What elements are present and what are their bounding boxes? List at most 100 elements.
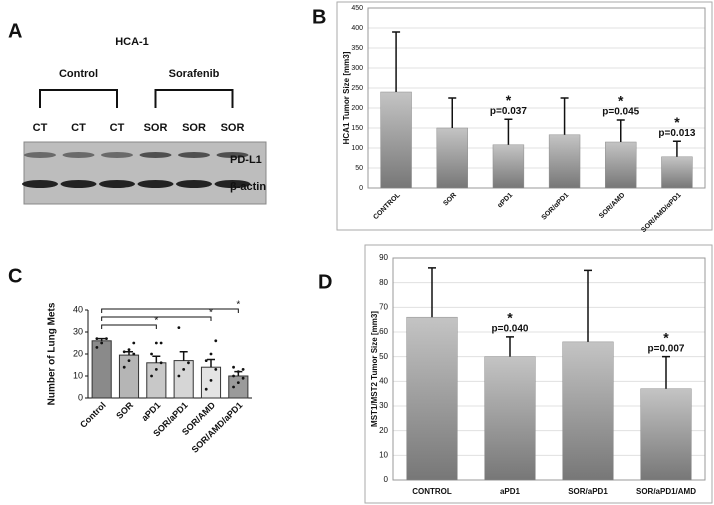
data-point	[154, 341, 158, 345]
error-bar	[662, 355, 670, 389]
panel-letter: A	[8, 20, 22, 42]
data-point	[159, 361, 163, 365]
group-bracket	[39, 89, 118, 108]
y-tick-label: 200	[351, 105, 363, 112]
error-bar	[672, 140, 681, 157]
bar	[605, 141, 637, 189]
band	[62, 152, 95, 158]
y-tick-label: 0	[78, 392, 83, 402]
lane-label: SOR	[144, 122, 168, 134]
significance-star: *	[506, 92, 512, 108]
data-point	[127, 359, 131, 362]
data-point	[241, 376, 245, 380]
data-point	[241, 368, 245, 371]
error-bar	[428, 267, 436, 318]
error-bar	[392, 31, 401, 92]
significance-star: *	[209, 308, 213, 319]
p-value-label: p=0.040	[492, 324, 529, 335]
x-tick-label: SOR/aPD1/AMD	[636, 487, 696, 496]
bar	[91, 340, 112, 399]
panel-letter: C	[8, 265, 22, 287]
data-point	[105, 337, 108, 340]
x-tick-label: CONTROL	[412, 487, 452, 496]
y-tick-label: 80	[379, 278, 388, 287]
x-tick-label: αPD1	[497, 192, 515, 210]
x-tick-label: SOR/αPD1	[541, 192, 571, 222]
y-axis-title: Number of Lung Mets	[47, 302, 58, 405]
bar	[548, 134, 581, 189]
significance-star: *	[674, 114, 680, 130]
y-tick-label: 100	[351, 145, 363, 152]
y-tick-label: 150	[351, 125, 363, 132]
error-bar	[179, 351, 188, 361]
data-point	[122, 365, 126, 369]
group-label: Control	[59, 68, 98, 80]
panel-letter: B	[312, 6, 326, 28]
band	[214, 180, 251, 188]
band	[24, 152, 56, 158]
bar	[492, 144, 525, 189]
x-tick-label: Control	[78, 400, 108, 430]
bar	[436, 127, 468, 189]
comparison-bracket	[101, 308, 239, 313]
data-point	[209, 379, 213, 382]
data-point	[232, 374, 235, 378]
band	[101, 152, 133, 158]
data-point	[150, 374, 153, 378]
band	[22, 180, 58, 188]
y-tick-label: 10	[379, 450, 388, 459]
data-point	[132, 341, 136, 345]
comparison-bracket	[101, 324, 157, 329]
lane-label: SOR	[182, 122, 206, 134]
panel-frame	[364, 244, 713, 504]
x-tick-label: CONTROL	[372, 191, 402, 221]
data-point	[214, 368, 218, 371]
group-label: Sorafenib	[169, 68, 220, 80]
panel-letter: D	[318, 271, 332, 293]
band	[137, 180, 174, 188]
bar	[640, 388, 692, 481]
y-axis-title: MST1/MST2 Tumor Size [mm3]	[370, 311, 379, 427]
y-tick-label: 30	[73, 326, 83, 336]
bar	[484, 356, 536, 481]
y-tick-label: 30	[379, 401, 388, 410]
error-bar	[504, 118, 513, 145]
band	[178, 152, 210, 158]
lane-label: CT	[110, 122, 125, 134]
significance-star: *	[663, 329, 669, 345]
error-bar	[97, 337, 106, 341]
x-tick-label: SOR/aPD1	[568, 487, 608, 496]
data-point	[95, 337, 99, 340]
y-tick-label: 450	[351, 5, 363, 12]
significance-star: *	[507, 310, 513, 326]
blot-membrane	[23, 141, 267, 205]
bar	[406, 316, 458, 481]
y-tick-label: 40	[379, 376, 388, 385]
significance-star: *	[236, 300, 240, 311]
data-point	[232, 385, 235, 389]
data-point	[204, 387, 208, 391]
data-point	[100, 341, 104, 345]
data-point	[132, 352, 136, 356]
lane-label: SOR	[221, 122, 245, 134]
p-value-label: p=0.037	[490, 106, 527, 117]
y-tick-label: 90	[379, 253, 388, 262]
y-tick-label: 0	[359, 185, 363, 192]
lane-label: CT	[33, 122, 48, 134]
comparison-bracket	[101, 316, 212, 321]
data-point	[232, 365, 235, 369]
blot-title: HCA-1	[115, 36, 149, 48]
data-point	[95, 346, 99, 349]
band-label: β-actin	[230, 181, 266, 193]
plot-frame	[367, 7, 706, 189]
x-tick-label: SOR/AMD	[598, 192, 626, 220]
band	[176, 180, 212, 188]
data-point	[214, 339, 218, 343]
data-point	[236, 381, 240, 384]
data-point	[150, 352, 153, 356]
plot-frame	[392, 257, 706, 481]
band-label: PD-L1	[230, 154, 262, 166]
x-tick-label: SOR	[442, 192, 458, 208]
band	[216, 152, 249, 158]
